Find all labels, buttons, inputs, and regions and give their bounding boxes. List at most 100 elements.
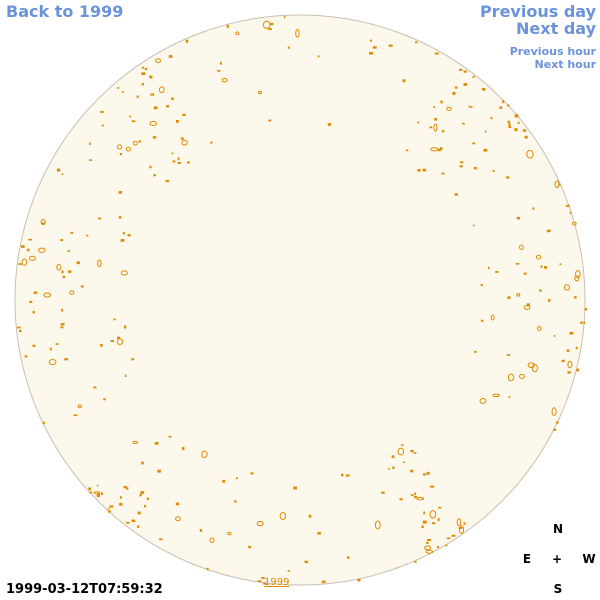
contour-speck — [119, 502, 123, 506]
contour-speck — [76, 261, 80, 265]
compass-north: N — [552, 522, 564, 536]
next-hour-link[interactable]: Next hour — [534, 58, 597, 71]
contour-speck — [327, 123, 332, 126]
contour-speck — [171, 152, 174, 155]
contour-speck — [565, 204, 570, 207]
previous-hour-link[interactable]: Previous hour — [509, 45, 596, 58]
next-day-link[interactable]: Next day — [516, 19, 596, 38]
contour-speck — [262, 20, 271, 29]
contour-speck — [166, 105, 169, 108]
contour-speck — [32, 311, 35, 314]
contour-speck — [508, 123, 511, 126]
contour-speck — [67, 249, 70, 252]
contour-speck — [235, 477, 238, 480]
contour-speck — [89, 491, 93, 494]
contour-speck — [553, 428, 557, 431]
contour-speck — [482, 87, 486, 91]
contour-speck — [561, 359, 565, 363]
contour-speck — [168, 435, 172, 438]
contour-speck — [222, 479, 226, 483]
contour-speck — [446, 537, 451, 540]
contour-speck — [576, 368, 580, 372]
contour-speck — [149, 120, 157, 127]
contour-speck — [152, 136, 157, 139]
contour-speck — [209, 537, 215, 543]
year-link[interactable]: 1999 — [264, 577, 290, 588]
contour-speck — [571, 221, 577, 226]
contour-speck — [523, 272, 527, 275]
contour-speck — [308, 514, 312, 518]
contour-speck — [518, 373, 526, 379]
contour-speck — [523, 305, 531, 311]
contour-speck — [141, 83, 144, 86]
contour-speck — [425, 549, 434, 554]
contour-speck — [175, 119, 179, 123]
contour-speck — [88, 142, 91, 145]
contour-speck — [96, 484, 99, 487]
contour-speck — [451, 534, 456, 537]
contour-speck — [468, 105, 471, 108]
contour-speck — [392, 466, 395, 470]
contour-speck — [153, 106, 158, 110]
contour-speck — [206, 567, 209, 571]
back-link[interactable]: Back to 1999 — [6, 2, 124, 21]
contour-speck — [248, 545, 252, 549]
contour-speck — [416, 497, 425, 501]
contour-speck — [563, 284, 571, 291]
contour-speck — [438, 506, 442, 509]
contour-speck — [24, 355, 28, 358]
contour-speck — [544, 266, 548, 269]
contour-speck — [434, 52, 439, 55]
contour-speck — [459, 165, 463, 168]
contour-speck — [437, 148, 441, 152]
contour-speck — [492, 393, 500, 398]
contour-speck — [445, 544, 448, 547]
contour-speck — [422, 473, 427, 476]
contour-speck — [345, 474, 350, 477]
contour-speck — [427, 539, 432, 542]
contour-speck — [484, 130, 487, 133]
contour-speck — [109, 505, 114, 508]
contour-speck — [226, 24, 229, 28]
contour-speck — [535, 254, 542, 260]
contour-speck — [68, 270, 72, 273]
contour-speck — [217, 70, 221, 72]
contour-speck — [180, 137, 184, 140]
contour-speck — [507, 120, 510, 123]
contour-speck — [234, 500, 237, 503]
contour-speck — [402, 79, 406, 83]
contour-speck — [101, 124, 105, 127]
contour-speck — [532, 207, 535, 210]
contour-speck — [440, 100, 443, 104]
contour-speck — [18, 263, 22, 265]
contour-speck — [506, 176, 510, 179]
contour-speck — [144, 67, 148, 71]
contour-speck — [61, 308, 64, 312]
contour-speck — [77, 404, 82, 409]
previous-day-link[interactable]: Previous day — [479, 2, 596, 21]
contour-speck — [21, 245, 25, 248]
contour-speck — [387, 468, 390, 470]
contour-speck — [101, 492, 103, 496]
contour-speck — [381, 491, 385, 494]
contour-speck — [131, 120, 136, 123]
contour-speck — [172, 160, 176, 163]
contour-speck — [131, 358, 135, 361]
contour-speck — [118, 216, 122, 219]
contour-speck — [490, 117, 493, 120]
contour-speck — [38, 247, 46, 253]
contour-speck — [268, 28, 272, 31]
contour-speck — [33, 291, 38, 294]
contour-speck — [177, 157, 180, 161]
contour-speck — [461, 122, 465, 125]
contour-speck — [55, 343, 59, 345]
contour-speck — [515, 263, 520, 265]
contour-speck — [317, 531, 321, 535]
contour-speck — [415, 41, 418, 44]
contour-speck — [495, 271, 499, 273]
contour-speck — [181, 139, 188, 146]
contour-speck — [357, 578, 361, 582]
contour-speck — [472, 142, 476, 145]
contour-speck — [540, 265, 543, 269]
contour-speck — [129, 115, 132, 118]
